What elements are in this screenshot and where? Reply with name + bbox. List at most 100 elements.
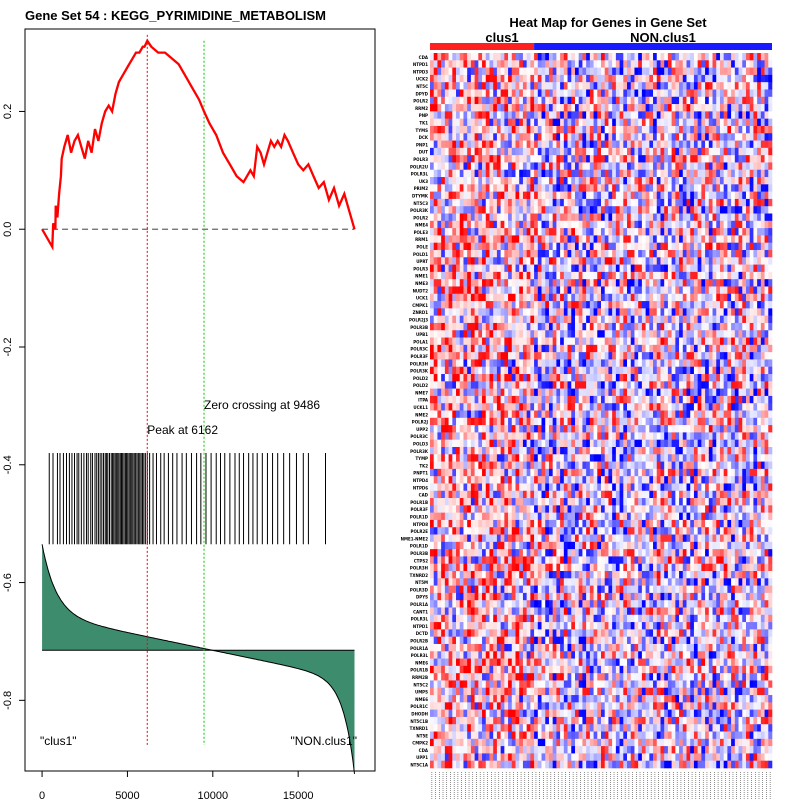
heatmap-cell xyxy=(675,359,680,368)
heatmap-cell xyxy=(452,118,457,127)
heatmap-cell xyxy=(608,395,613,404)
heatmap-cell xyxy=(634,235,639,243)
heatmap-cell xyxy=(511,125,516,134)
heatmap-cell xyxy=(433,89,438,98)
heatmap-cell xyxy=(764,425,769,433)
heatmap-cell xyxy=(526,125,531,134)
heatmap-cell xyxy=(708,198,713,207)
heatmap-cell xyxy=(567,235,572,243)
heatmap-cell xyxy=(459,198,464,207)
heatmap-cell xyxy=(768,242,773,251)
heatmap-cell xyxy=(593,374,598,382)
heatmap-cell xyxy=(727,410,732,419)
heatmap-cell xyxy=(552,67,557,76)
heatmap-cell xyxy=(589,242,594,251)
heatmap-cell xyxy=(656,191,661,200)
heatmap-cell xyxy=(537,264,542,273)
heatmap-cell xyxy=(545,89,550,98)
heatmap-cell xyxy=(656,96,661,105)
heatmap-cell xyxy=(693,264,698,273)
heatmap-cell xyxy=(656,162,661,171)
heatmap-cell xyxy=(482,67,487,76)
heatmap-cell xyxy=(586,140,591,149)
heatmap-cell xyxy=(563,82,568,90)
heatmap-cell xyxy=(630,293,635,302)
heatmap-cell xyxy=(456,359,461,368)
heatmap-cell xyxy=(430,133,435,141)
heatmap-cell xyxy=(448,322,453,331)
heatmap-cell xyxy=(493,198,498,207)
heatmap-cell xyxy=(463,96,468,105)
heatmap-cell xyxy=(482,374,487,382)
heatmap-cell xyxy=(467,410,472,419)
heatmap-cell xyxy=(586,242,591,251)
heatmap-cell xyxy=(701,410,706,419)
heatmap-cell xyxy=(545,140,550,149)
heatmap-cell xyxy=(630,388,635,397)
heatmap-cell xyxy=(504,388,509,397)
heatmap-cell xyxy=(478,74,483,83)
heatmap-cell xyxy=(526,206,531,214)
heatmap-cell xyxy=(504,147,509,156)
heatmap-cell xyxy=(705,366,710,375)
heatmap-cell xyxy=(571,330,576,338)
heatmap-cell xyxy=(697,133,702,141)
heatmap-cell xyxy=(601,133,606,141)
heatmap-cell xyxy=(582,228,587,236)
heatmap-cell xyxy=(485,366,490,375)
heatmap-cell xyxy=(563,315,568,324)
heatmap-cell xyxy=(556,242,561,251)
heatmap-cell xyxy=(574,89,579,98)
heatmap-cell xyxy=(545,213,550,222)
heatmap-cell xyxy=(560,206,565,214)
heatmap-cell xyxy=(444,359,449,368)
heatmap-cell xyxy=(560,169,565,178)
heatmap-cell xyxy=(526,177,531,185)
heatmap-cell xyxy=(641,111,646,119)
heatmap-cell xyxy=(560,220,565,229)
heatmap-cell xyxy=(537,395,542,404)
heatmap-cell xyxy=(608,388,613,397)
heatmap-cell xyxy=(556,198,561,207)
heatmap-cell xyxy=(604,206,609,214)
heatmap-cell xyxy=(504,242,509,251)
heatmap-cell xyxy=(682,286,687,295)
heatmap-cell xyxy=(615,279,620,287)
heatmap-cell xyxy=(459,147,464,156)
heatmap-cell xyxy=(619,352,624,360)
heatmap-cell xyxy=(686,242,691,251)
heatmap-cell xyxy=(742,74,747,83)
heatmap-cell xyxy=(675,74,680,83)
heatmap-cell xyxy=(437,308,442,316)
heatmap-cell xyxy=(556,104,561,112)
heatmap-cell xyxy=(567,395,572,404)
heatmap-cell xyxy=(682,162,687,171)
heatmap-cell xyxy=(675,184,680,192)
heatmap-cell xyxy=(467,352,472,360)
heatmap-cell xyxy=(601,417,606,426)
heatmap-cell xyxy=(589,177,594,185)
heatmap-cell xyxy=(627,308,632,316)
heatmap-cell xyxy=(675,352,680,360)
heatmap-cell xyxy=(500,118,505,127)
heatmap-cell xyxy=(641,184,646,192)
heatmap-cell xyxy=(448,53,453,61)
heatmap-cell xyxy=(489,198,494,207)
heatmap-cell xyxy=(522,155,527,163)
heatmap-cell xyxy=(511,177,516,185)
heatmap-cell xyxy=(444,228,449,236)
heatmap-cell xyxy=(459,169,464,178)
heatmap-cell xyxy=(530,410,535,419)
heatmap-cell xyxy=(768,60,773,68)
heatmap-cell xyxy=(500,425,505,433)
heatmap-cell xyxy=(441,67,446,76)
heatmap-cell xyxy=(496,162,501,171)
heatmap-cell xyxy=(723,191,728,200)
heatmap-cell xyxy=(667,257,672,265)
heatmap-cell xyxy=(467,381,472,389)
heatmap-cell xyxy=(597,286,602,295)
heatmap-cell xyxy=(627,74,632,83)
heatmap-cell xyxy=(757,53,762,61)
heatmap-cell xyxy=(641,293,646,302)
heatmap-cell xyxy=(522,315,527,324)
